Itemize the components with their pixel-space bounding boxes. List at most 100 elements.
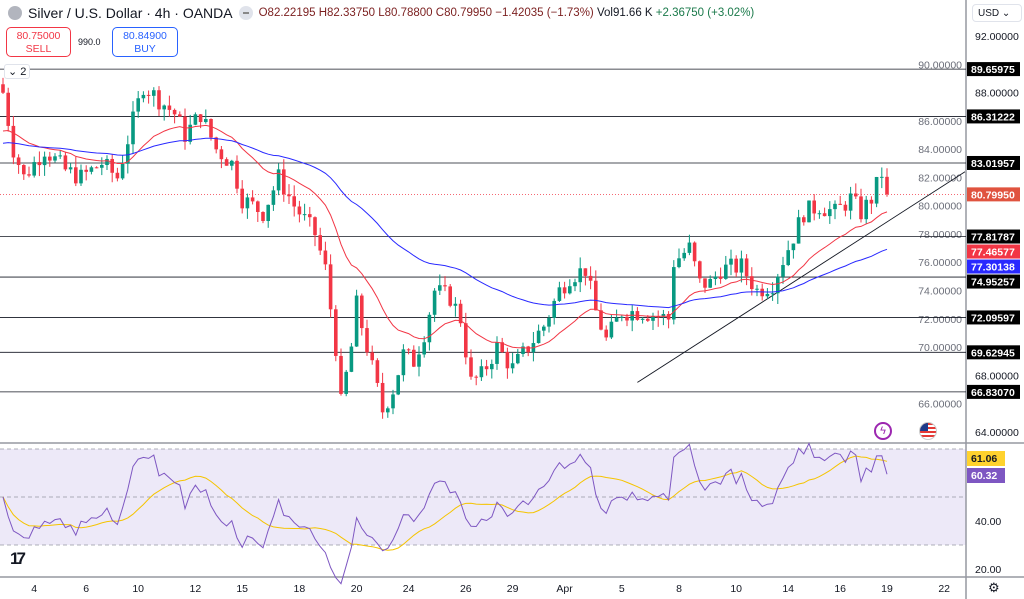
candle-body xyxy=(568,286,572,294)
candle-body xyxy=(734,258,738,273)
tradingview-logo[interactable]: 17 xyxy=(10,549,26,568)
candle-body xyxy=(204,119,208,123)
candle-body xyxy=(458,303,463,324)
buy-button[interactable]: 80.84900 BUY xyxy=(112,27,178,57)
candle xyxy=(682,248,686,261)
candle-body xyxy=(490,363,494,370)
candle xyxy=(417,346,421,377)
collapse-legend-icon[interactable] xyxy=(238,6,253,20)
candle-body xyxy=(58,155,62,157)
rsi-ma-label-bg xyxy=(967,451,1005,466)
candle xyxy=(375,358,380,387)
candle-body xyxy=(256,201,260,212)
candle xyxy=(802,215,806,226)
lightning-event-icon[interactable]: ϟ xyxy=(874,422,892,440)
candle xyxy=(380,372,385,419)
candle-body xyxy=(536,330,541,344)
candle xyxy=(620,315,624,322)
candle xyxy=(308,206,312,227)
candle-body xyxy=(604,329,608,338)
candle-body xyxy=(318,235,322,251)
settings-gear-icon[interactable]: ⚙ xyxy=(988,580,1000,595)
candle xyxy=(479,359,484,381)
candle-body xyxy=(547,317,551,327)
price-tick: 86.00000 xyxy=(918,116,962,128)
candle-body xyxy=(74,167,78,184)
candle xyxy=(614,309,619,322)
candle xyxy=(531,331,536,362)
candle-body xyxy=(266,204,270,222)
candle xyxy=(557,281,562,302)
time-tick: 20 xyxy=(351,583,363,595)
time-tick: 4 xyxy=(31,583,37,595)
candle-body xyxy=(464,323,468,358)
time-tick: 22 xyxy=(938,583,950,595)
indicators-toggle[interactable]: ⌄ 2 xyxy=(4,64,31,79)
price-tick: 88.00000 xyxy=(975,88,1019,100)
candle xyxy=(105,155,109,170)
candle-body xyxy=(573,282,577,287)
candle xyxy=(744,254,749,286)
price-tick: 92.00000 xyxy=(975,31,1019,43)
candle xyxy=(573,278,577,292)
sell-button[interactable]: 80.75000 SELL xyxy=(6,27,71,57)
candle-body xyxy=(334,309,338,356)
candle xyxy=(438,274,442,296)
candle xyxy=(323,241,328,271)
candle-body xyxy=(37,162,42,166)
candle-body xyxy=(287,194,291,197)
candle xyxy=(874,176,879,208)
ma-slow-label-bg xyxy=(967,259,1020,274)
candle-body xyxy=(198,114,203,123)
candle xyxy=(271,186,276,211)
candle xyxy=(328,254,333,318)
candle xyxy=(162,104,166,121)
candle-body xyxy=(224,159,229,166)
candle-body xyxy=(859,196,863,220)
rsi-tick: 40.00 xyxy=(975,516,1001,528)
candle-body xyxy=(885,176,889,195)
candle-body xyxy=(167,105,172,110)
candle-body xyxy=(724,264,728,279)
candle-body xyxy=(94,167,99,169)
candle xyxy=(37,151,42,177)
candle-body xyxy=(230,160,234,166)
close-value: C80.79950 xyxy=(435,7,493,19)
candle-body xyxy=(526,346,530,353)
candle-body xyxy=(765,293,770,297)
candle-body xyxy=(854,193,858,197)
currency-select[interactable]: USD ⌄ xyxy=(972,4,1022,22)
candle xyxy=(838,195,842,205)
candle xyxy=(781,256,785,284)
candle-body xyxy=(427,314,432,343)
candle xyxy=(365,319,369,356)
candle-body xyxy=(594,280,598,311)
candle xyxy=(453,297,458,317)
candle xyxy=(48,151,52,167)
price-tick: 66.00000 xyxy=(918,399,962,411)
candle-body xyxy=(422,342,426,355)
symbol-title[interactable]: Silver / U.S. Dollar · 4h · OANDA xyxy=(28,5,233,21)
candle xyxy=(604,325,608,341)
candle xyxy=(594,270,598,311)
candle xyxy=(214,136,218,154)
candle xyxy=(146,90,151,104)
candle xyxy=(115,167,120,182)
candle-body xyxy=(42,156,47,166)
candle-body xyxy=(250,197,255,202)
candle xyxy=(188,114,192,145)
candle-body xyxy=(344,371,348,394)
candle xyxy=(583,268,588,286)
candle xyxy=(68,163,73,174)
candle xyxy=(58,150,62,159)
price-tick: 64.00000 xyxy=(975,427,1019,439)
high-value: H82.33750 xyxy=(318,7,376,19)
candle-body xyxy=(750,276,754,290)
us-flag-event-icon[interactable] xyxy=(919,422,937,440)
candle-body xyxy=(178,114,182,117)
candle xyxy=(16,154,21,174)
candle-body xyxy=(562,287,567,294)
candle xyxy=(131,101,135,154)
candle-body xyxy=(282,169,286,195)
